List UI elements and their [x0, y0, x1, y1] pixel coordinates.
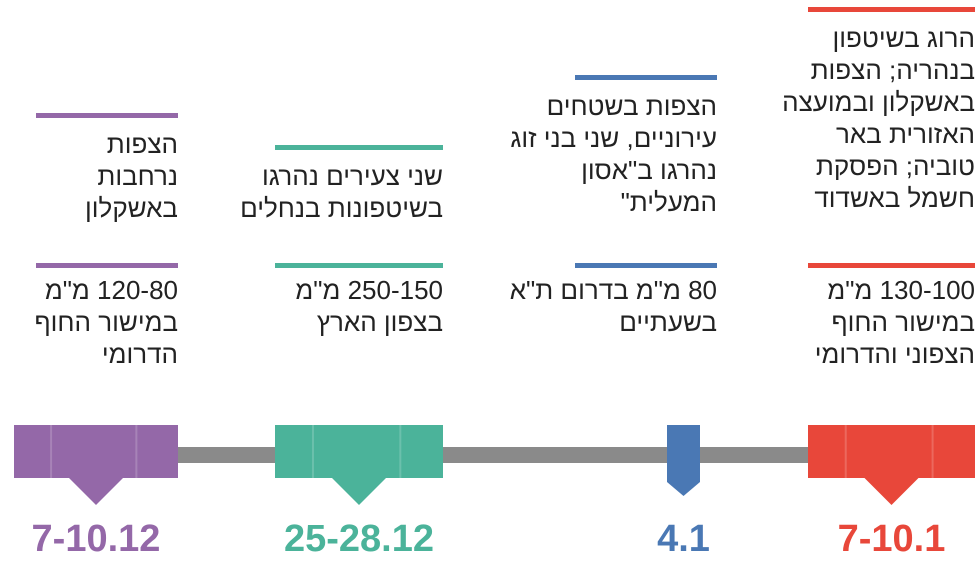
rain-line: 250-150 מ"מ	[295, 275, 443, 305]
rain-rule	[575, 263, 717, 268]
impact-line: הצפות	[106, 129, 178, 159]
impact-text: הצפות נרחבות באשקלון	[85, 128, 178, 224]
rain-line: בשעתיים	[619, 307, 717, 337]
timeline-bar	[14, 447, 975, 463]
impact-line: נרחבות	[97, 161, 178, 191]
impact-text: הצפות בשטחים עירוניים, שני בני זוג נהרגו ב…	[510, 90, 717, 218]
rain-line: בצפון הארץ	[316, 307, 443, 337]
impact-line: טוביה; הפסקת	[815, 151, 975, 181]
rain-line: 130-100 מ"מ	[827, 275, 975, 305]
impact-line: המעלית"	[620, 187, 717, 217]
event-date: 4.1	[657, 518, 710, 560]
impact-line: שני צעירים נהרגו	[261, 161, 443, 191]
event-date: 7-10.12	[31, 518, 161, 560]
impact-text: שני צעירים נהרגו בשיטפונות בנחלים	[240, 160, 443, 224]
impact-text: הרוג בשיטפון בנהריה; הצפות באשקלון ובמועצה…	[782, 22, 975, 214]
rain-text: 120-80 מ"מ במישור החוף הדרומי	[34, 274, 178, 370]
impact-line: באשקלון	[85, 193, 178, 223]
rain-line: הצפוני והדרומי	[814, 339, 975, 369]
rain-line: במישור החוף	[34, 307, 178, 337]
rain-text: 80 מ"מ בדרום ת"א בשעתיים	[510, 274, 717, 338]
impact-line: חשמל באשדוד	[814, 183, 975, 213]
rain-line: הדרומי	[101, 339, 178, 369]
impact-line: הרוג בשיטפון	[832, 23, 975, 53]
block-shade	[311, 425, 314, 478]
block-shade	[135, 425, 138, 478]
rain-text: 130-100 מ"מ במישור החוף הצפוני והדרומי	[815, 274, 975, 370]
rain-line: 80 מ"מ בדרום ת"א	[509, 275, 717, 305]
block-shade	[931, 425, 934, 478]
event-date: 7-10.1	[837, 518, 946, 560]
impact-line: נהרגו ב"אסון	[581, 155, 717, 185]
rain-line: במישור החוף	[831, 307, 975, 337]
impact-line: עירוניים, שני בני זוג	[510, 123, 717, 153]
block-shade	[399, 425, 402, 478]
impact-line: הצפות בשטחים	[546, 91, 717, 121]
event-pointer	[68, 477, 124, 505]
block-shade	[844, 425, 847, 478]
impact-line: בשיטפונות בנחלים	[240, 193, 443, 223]
event-block	[275, 425, 443, 478]
rain-text: 250-150 מ"מ בצפון הארץ	[295, 274, 443, 338]
event-marker	[667, 425, 700, 496]
event-block	[808, 425, 975, 478]
rain-rule	[808, 263, 975, 268]
event-pointer	[331, 477, 387, 505]
rain-rule	[36, 263, 178, 268]
impact-line: האזורית באר	[835, 119, 975, 149]
impact-line: באשקלון ובמועצה	[782, 87, 975, 117]
rain-line: 120-80 מ"מ	[44, 275, 178, 305]
rain-rule	[275, 263, 443, 268]
impact-rule	[808, 7, 975, 12]
impact-rule	[575, 75, 717, 80]
impact-rule	[36, 113, 178, 118]
event-block	[14, 425, 178, 478]
impact-line: בנהריה; הצפות	[810, 55, 975, 85]
block-shade	[50, 425, 53, 478]
event-pointer	[863, 477, 920, 505]
impact-rule	[275, 145, 443, 150]
event-date: 25-28.12	[283, 518, 434, 560]
